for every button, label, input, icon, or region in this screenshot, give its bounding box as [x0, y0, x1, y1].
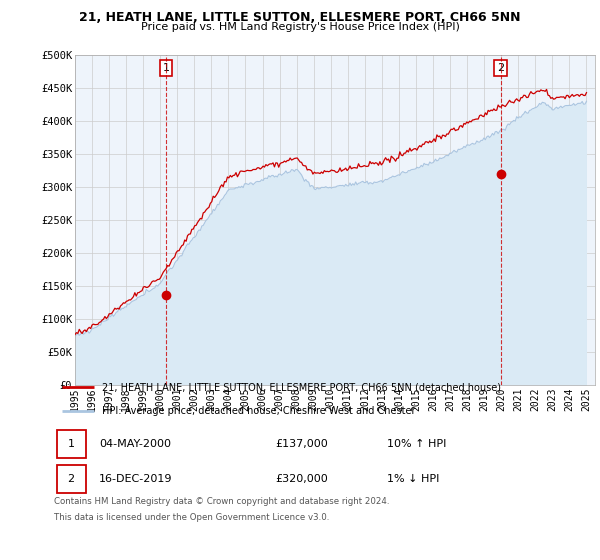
- Text: 2: 2: [497, 63, 504, 73]
- Text: 1: 1: [68, 439, 74, 449]
- Text: 21, HEATH LANE, LITTLE SUTTON, ELLESMERE PORT, CH66 5NN: 21, HEATH LANE, LITTLE SUTTON, ELLESMERE…: [79, 11, 521, 24]
- FancyBboxPatch shape: [56, 465, 86, 493]
- Text: 1: 1: [163, 63, 170, 73]
- Text: Contains HM Land Registry data © Crown copyright and database right 2024.: Contains HM Land Registry data © Crown c…: [54, 497, 389, 506]
- Text: £320,000: £320,000: [276, 474, 329, 484]
- Text: Price paid vs. HM Land Registry's House Price Index (HPI): Price paid vs. HM Land Registry's House …: [140, 22, 460, 32]
- Text: HPI: Average price, detached house, Cheshire West and Chester: HPI: Average price, detached house, Ches…: [101, 406, 415, 416]
- Text: 10% ↑ HPI: 10% ↑ HPI: [386, 439, 446, 449]
- Text: 1% ↓ HPI: 1% ↓ HPI: [386, 474, 439, 484]
- Text: £137,000: £137,000: [276, 439, 329, 449]
- Text: 21, HEATH LANE, LITTLE SUTTON, ELLESMERE PORT, CH66 5NN (detached house): 21, HEATH LANE, LITTLE SUTTON, ELLESMERE…: [101, 382, 500, 392]
- FancyBboxPatch shape: [56, 430, 86, 458]
- Text: 04-MAY-2000: 04-MAY-2000: [99, 439, 171, 449]
- Text: This data is licensed under the Open Government Licence v3.0.: This data is licensed under the Open Gov…: [54, 513, 329, 522]
- Text: 16-DEC-2019: 16-DEC-2019: [99, 474, 172, 484]
- Text: 2: 2: [68, 474, 75, 484]
